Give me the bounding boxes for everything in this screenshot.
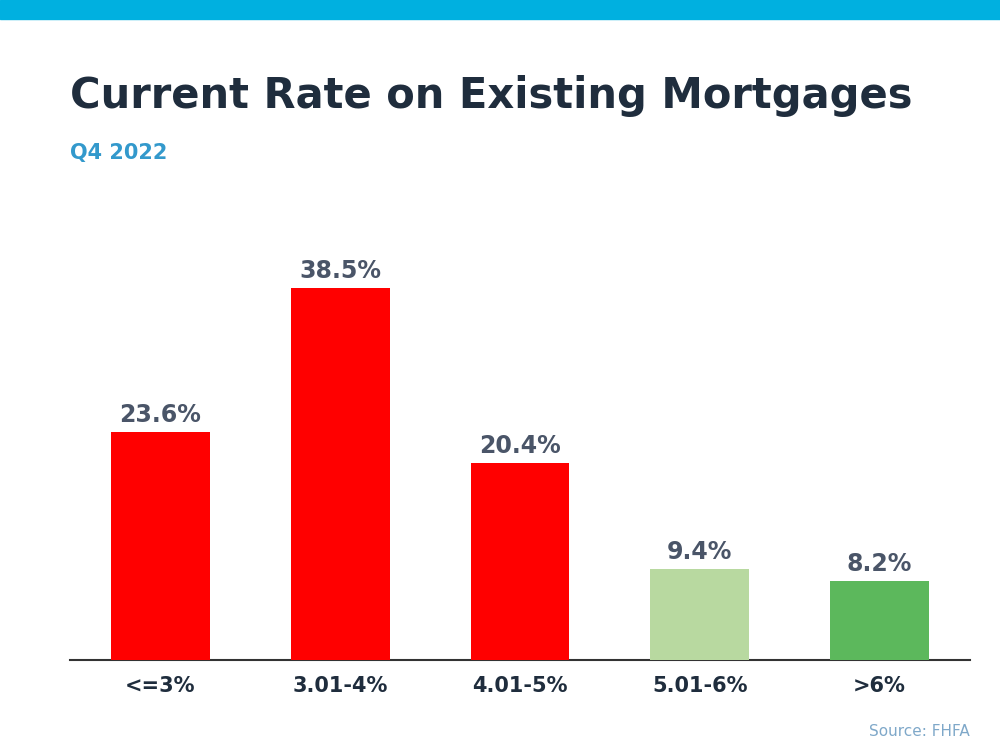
- Text: 20.4%: 20.4%: [479, 434, 561, 458]
- Text: Q4 2022: Q4 2022: [70, 142, 167, 163]
- Bar: [471, 463, 569, 660]
- Text: 23.6%: 23.6%: [119, 403, 201, 427]
- Text: Current Rate on Existing Mortgages: Current Rate on Existing Mortgages: [70, 75, 912, 117]
- Bar: [291, 288, 390, 660]
- Bar: [650, 569, 749, 660]
- Bar: [830, 580, 929, 660]
- Bar: [111, 432, 210, 660]
- Text: 8.2%: 8.2%: [847, 552, 912, 576]
- Text: 9.4%: 9.4%: [667, 540, 733, 564]
- Text: 38.5%: 38.5%: [299, 259, 381, 283]
- Text: Source: FHFA: Source: FHFA: [869, 724, 970, 739]
